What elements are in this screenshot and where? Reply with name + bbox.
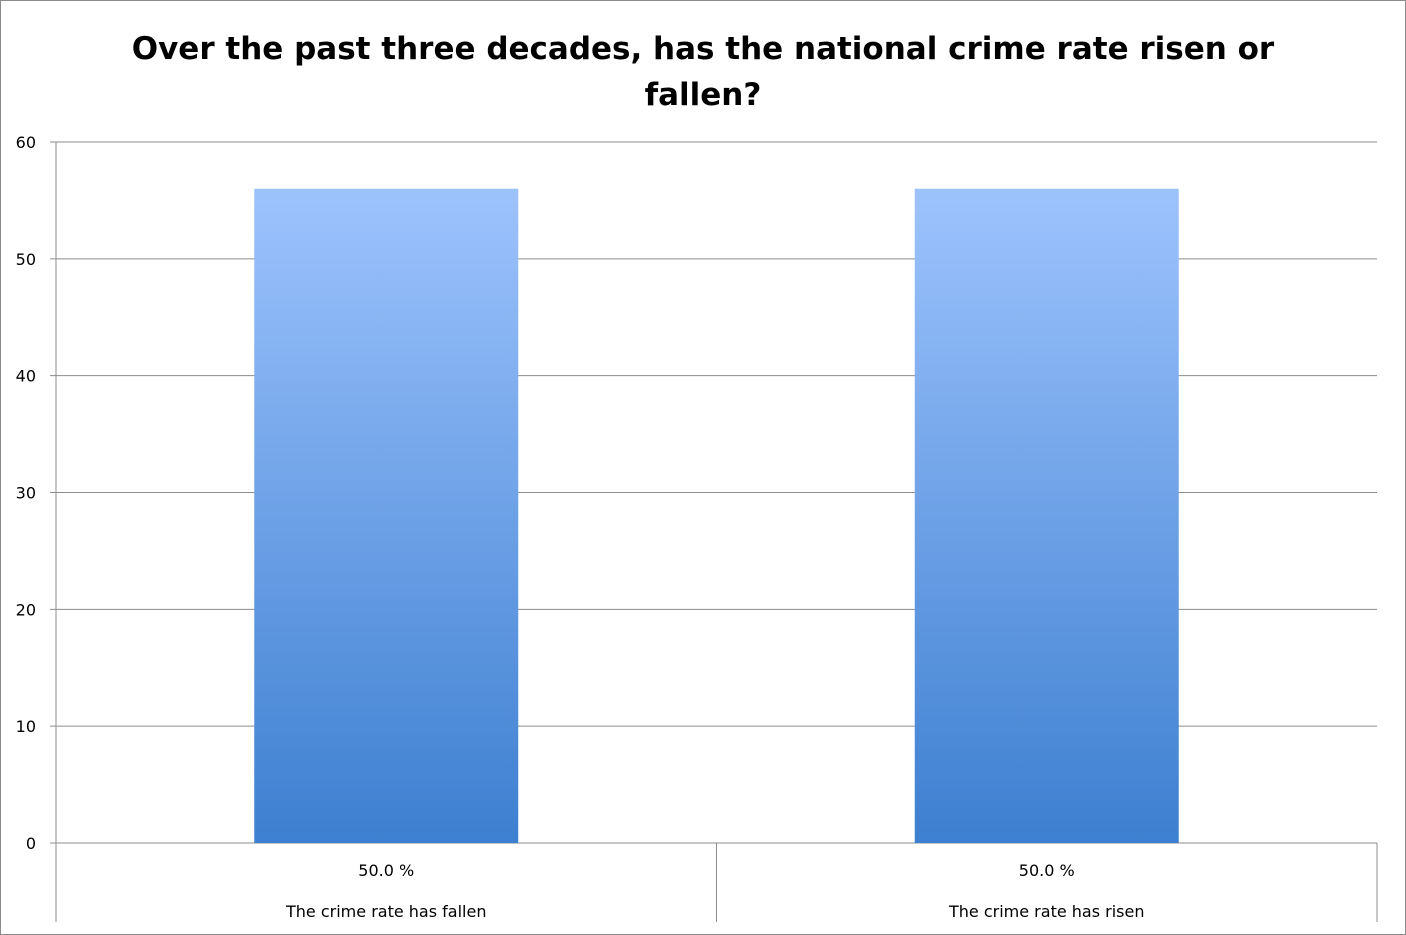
y-tick-label: 60 [16,133,36,152]
y-tick-label: 30 [16,484,36,503]
chart-title-line-1: Over the past three decades, has the nat… [131,31,1275,67]
category-label: The crime rate has risen [948,902,1144,921]
bar-data-label: 50.0 % [358,861,414,880]
y-tick-label: 40 [16,367,36,386]
chart-title: Over the past three decades, has the nat… [0,26,1406,118]
y-tick-label: 20 [16,600,36,619]
y-tick-label: 0 [26,834,36,853]
chart-title-line-2: fallen? [644,77,762,113]
y-tick-label: 50 [16,250,36,269]
bar-data-label: 50.0 % [1019,861,1075,880]
y-tick-label: 10 [16,717,36,736]
bar-1 [254,188,519,843]
category-label: The crime rate has fallen [285,902,486,921]
bar-2 [914,188,1179,843]
